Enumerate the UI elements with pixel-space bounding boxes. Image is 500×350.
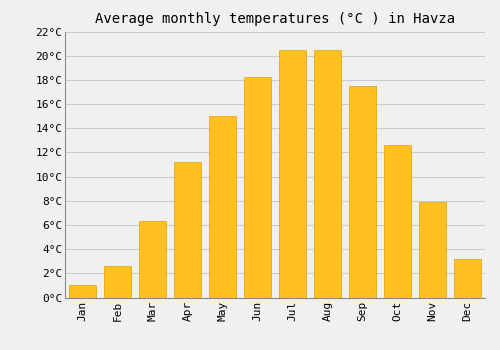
Bar (70, 285, 96, 298)
Bar (140, 221, 166, 298)
Bar (384, 145, 410, 298)
Bar (244, 77, 270, 298)
Bar (280, 50, 305, 298)
Bar (420, 202, 446, 298)
Bar (350, 86, 376, 298)
Bar (104, 266, 130, 298)
Bar (454, 259, 480, 298)
Bar (210, 116, 236, 298)
Bar (314, 50, 340, 298)
Title: Average monthly temperatures (°C ) in Havza: Average monthly temperatures (°C ) in Ha… (95, 12, 455, 26)
Bar (174, 162, 201, 298)
